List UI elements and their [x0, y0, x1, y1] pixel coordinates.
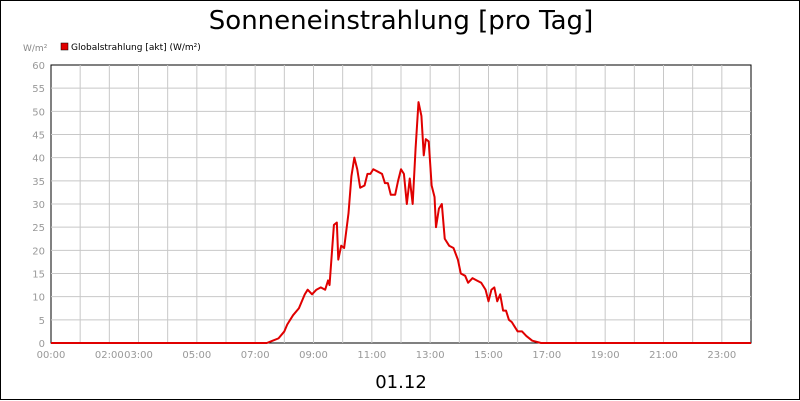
y-axis-ticks: 0 5 10 15 20 25 30 35 40 45 50 55 60 — [32, 61, 45, 350]
chart-title: Sonneneinstrahlung [pro Tag] — [209, 6, 593, 36]
x-axis-date-label: 01.12 — [375, 372, 427, 393]
legend-swatch — [60, 42, 69, 51]
x-tick-label: 15:00 — [474, 350, 503, 361]
y-tick-label: 40 — [32, 154, 45, 165]
x-tick-label: 00:00 — [37, 350, 66, 361]
x-tick-label: 09:00 — [299, 350, 328, 361]
series-line-globalstrahlung — [51, 101, 751, 344]
x-tick-label: 07:00 — [241, 350, 270, 361]
x-tick-label: 23:00 — [707, 350, 736, 361]
gridlines — [51, 65, 751, 343]
x-tick-label: 17:00 — [532, 350, 561, 361]
x-tick-label: 03:00 — [124, 350, 153, 361]
x-tick-label: 13:00 — [416, 350, 445, 361]
x-tick-label: 11:00 — [357, 350, 386, 361]
y-tick-label: 20 — [32, 246, 45, 257]
y-tick-label: 15 — [32, 270, 45, 281]
x-tick-label: 19:00 — [591, 350, 620, 361]
y-tick-label: 30 — [32, 200, 45, 211]
y-tick-label: 50 — [32, 107, 45, 118]
x-tick-label: 05:00 — [182, 350, 211, 361]
y-tick-label: 5 — [39, 316, 45, 327]
y-tick-label: 45 — [32, 131, 45, 142]
x-axis-ticks: 00:00 02:00 03:00 05:00 07:00 09:00 11:00 13:00… — [37, 350, 737, 361]
y-tick-label: 60 — [32, 61, 45, 72]
y-tick-label: 55 — [32, 84, 45, 95]
x-tick-label: 21:00 — [649, 350, 678, 361]
y-axis-unit: W/m² — [23, 44, 48, 54]
y-tick-label: 35 — [32, 177, 45, 188]
y-tick-label: 0 — [39, 339, 45, 350]
y-tick-label: 25 — [32, 223, 45, 234]
legend-label: Globalstrahlung [akt] (W/m²) — [71, 43, 201, 53]
x-tick-label: 02:00 — [95, 350, 124, 361]
y-tick-label: 10 — [32, 293, 45, 304]
